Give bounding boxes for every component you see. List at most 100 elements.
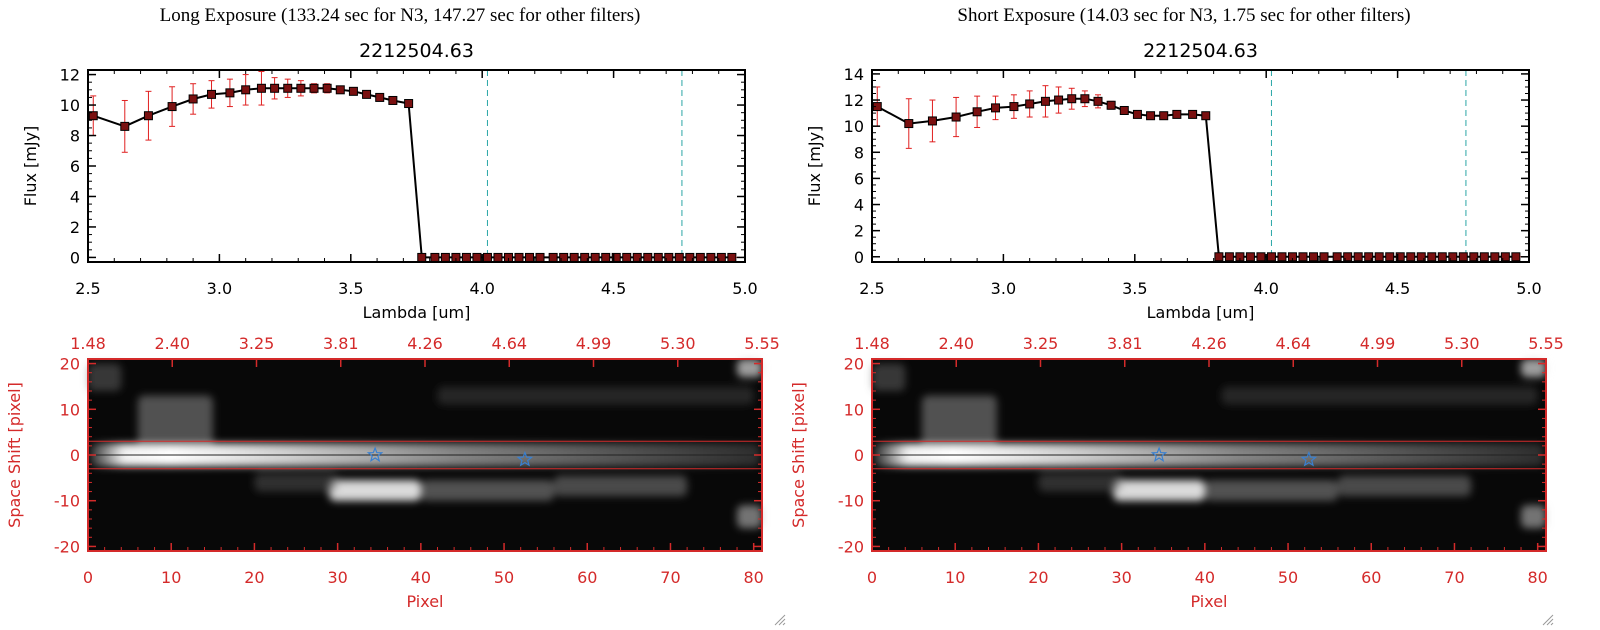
star-marker <box>1300 450 1318 467</box>
x-axis-label: Pixel <box>406 592 443 611</box>
data-point <box>1245 252 1255 262</box>
y-tick-label: 2 <box>70 218 80 237</box>
y-axis-label: Space Shift [pixel] <box>789 382 808 528</box>
y-tick-label: 8 <box>854 143 864 162</box>
data-point <box>951 112 961 122</box>
data-point <box>653 252 663 262</box>
x-tick-label: 40 <box>1195 568 1215 587</box>
x-tick-label: 3.5 <box>338 279 363 298</box>
emission-region <box>1521 505 1546 529</box>
data-point <box>643 252 653 262</box>
data-point <box>461 252 471 262</box>
y-tick-label: -20 <box>838 537 864 556</box>
star-marker <box>1150 446 1168 463</box>
panel-title: Short Exposure (14.03 sec for N3, 1.75 s… <box>957 5 1411 26</box>
top-tick-label: 3.81 <box>323 334 359 353</box>
x-tick-label: 60 <box>1361 568 1381 587</box>
x-tick-label: 70 <box>660 568 680 587</box>
x-tick-label: 4.5 <box>601 279 626 298</box>
emission-region <box>88 363 122 391</box>
data-point <box>601 252 611 262</box>
x-tick-label: 30 <box>327 568 347 587</box>
resize-grip-icon[interactable] <box>774 614 786 626</box>
x-axis-label: Lambda [um] <box>363 303 471 322</box>
chart-title: 2212504.63 <box>359 40 474 62</box>
data-point <box>1448 252 1458 262</box>
x-tick-label: 3.5 <box>1122 279 1147 298</box>
long-exposure-panel: Long Exposure (133.24 sec for N3, 147.27… <box>5 5 786 626</box>
y-tick-label: 10 <box>844 400 864 419</box>
star-marker <box>366 446 384 463</box>
data-point <box>1343 252 1353 262</box>
data-point <box>404 99 414 109</box>
x-tick-label: 80 <box>743 568 763 587</box>
x-tick-label: 60 <box>577 568 597 587</box>
short-exposure-panel: Short Exposure (14.03 sec for N3, 1.75 s… <box>784 0 1584 630</box>
x-tick-label: 80 <box>1527 568 1547 587</box>
data-point <box>569 252 579 262</box>
emission-region <box>1521 359 1546 378</box>
x-tick-label: 2.5 <box>75 279 100 298</box>
emission-region <box>1113 480 1205 501</box>
spectrum-image: 0 10 20 30 40 50 60 70 80 1.48 2.40 3.25 3.81 4.26 4.6… <box>5 334 780 611</box>
y-tick-label: 12 <box>844 91 864 110</box>
y-tick-label: 20 <box>60 355 80 374</box>
data-point <box>283 83 293 93</box>
data-point <box>674 252 684 262</box>
top-tick-label: 3.81 <box>1107 334 1143 353</box>
y-tick-label: 0 <box>70 446 80 465</box>
data-point <box>1479 252 1489 262</box>
x-tick-label: 3.0 <box>991 279 1016 298</box>
spectrum-image: 0 10 20 30 40 50 60 70 80 1.48 2.40 3.25 3.81 4.26 4.6… <box>789 334 1564 611</box>
data-point <box>417 252 427 262</box>
data-point <box>1080 94 1090 104</box>
data-point <box>375 92 385 102</box>
data-point <box>482 252 492 262</box>
emission-region <box>437 386 754 405</box>
data-point <box>1277 252 1287 262</box>
data-point <box>727 252 737 262</box>
y-tick-label: 0 <box>70 248 80 267</box>
y-axis-label: Flux [mJy] <box>805 126 824 207</box>
top-tick-label: 4.64 <box>1275 334 1311 353</box>
data-point <box>296 83 306 93</box>
data-point <box>207 89 217 99</box>
data-point <box>335 85 345 95</box>
flux-chart: 2212504.63 2.5 3.0 3.5 4.0 4.5 5.0 0 2 4 6 8 10 12 14 L… <box>805 40 1542 322</box>
top-tick-label: 5.30 <box>660 334 696 353</box>
data-point <box>1159 111 1169 121</box>
emission-region <box>921 395 997 446</box>
data-point <box>1490 252 1500 262</box>
emission-region <box>1221 386 1538 405</box>
x-tick-label: 0 <box>867 568 877 587</box>
top-tick-label: 2.40 <box>938 334 974 353</box>
panel-title: Long Exposure (133.24 sec for N3, 147.27… <box>159 5 641 26</box>
y-tick-label: -10 <box>838 492 864 511</box>
data-point <box>241 85 251 95</box>
data-point <box>1224 252 1234 262</box>
data-point <box>256 83 266 93</box>
emission-region <box>1038 473 1122 492</box>
top-tick-label: 1.48 <box>854 334 890 353</box>
emission-region <box>737 359 762 378</box>
series-line <box>876 97 1516 258</box>
series-line <box>92 87 732 259</box>
flux-chart: 2212504.63 2.5 3.0 3.5 4.0 4.5 5.0 0 2 4 6 8 10 12 Lam… <box>21 40 758 322</box>
top-tick-label: 2.40 <box>154 334 190 353</box>
emission-region <box>420 480 554 501</box>
data-point <box>1406 252 1416 262</box>
data-point <box>167 102 177 112</box>
data-point <box>1395 252 1405 262</box>
resize-grip-icon[interactable] <box>1542 614 1554 626</box>
data-point <box>1146 111 1156 121</box>
data-point <box>225 88 235 98</box>
data-point <box>1353 252 1363 262</box>
x-tick-label: 2.5 <box>859 279 884 298</box>
emission-region <box>329 480 421 501</box>
x-tick-label: 4.5 <box>1385 279 1410 298</box>
data-point <box>1427 252 1437 262</box>
emission-region <box>137 395 213 446</box>
data-point <box>1054 95 1064 105</box>
y-tick-label: 6 <box>70 157 80 176</box>
y-tick-label: 10 <box>60 400 80 419</box>
